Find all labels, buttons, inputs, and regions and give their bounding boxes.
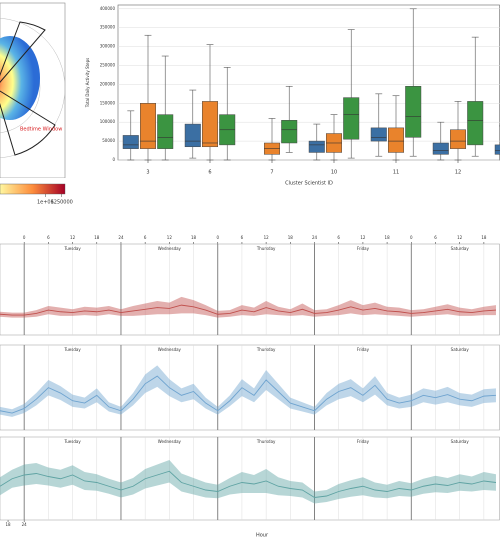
x-tick-label: 6 xyxy=(144,235,147,240)
box xyxy=(308,140,325,153)
polar-annotation: Bedtime Window xyxy=(20,127,62,133)
box xyxy=(281,120,298,144)
x-tick-label: 3 xyxy=(146,170,149,176)
plot-frame xyxy=(117,4,500,161)
day-label: Saturday xyxy=(451,347,470,352)
polar-sector xyxy=(0,21,46,83)
box xyxy=(370,127,387,142)
day-label: Tuesday xyxy=(63,439,81,444)
x-tick-label: 11 xyxy=(393,170,399,176)
box-plot-area xyxy=(118,8,500,161)
polar-sector xyxy=(0,90,56,156)
mean-line xyxy=(0,304,496,316)
day-label: Friday xyxy=(357,246,370,251)
panel-frame xyxy=(0,436,500,521)
box xyxy=(388,127,404,153)
box xyxy=(122,135,139,149)
x-tick-label: 6 xyxy=(208,170,211,176)
box xyxy=(343,97,360,140)
colorbar xyxy=(0,183,66,195)
colorbar-tick-label: 1e+06 xyxy=(37,200,54,206)
y-tick-label: 200000 xyxy=(100,81,116,86)
day-label: Thursday xyxy=(256,439,276,444)
x-tick-label: 24 xyxy=(118,235,124,240)
y-axis-label: Total Daily Activity Steps xyxy=(85,58,90,108)
x-tick-label: 0 xyxy=(410,235,413,240)
box xyxy=(467,101,484,146)
x-tick-label: 18 xyxy=(288,235,294,240)
x-tick-label: 10 xyxy=(331,170,337,176)
y-tick-label: 50000 xyxy=(102,138,115,143)
box xyxy=(432,142,449,155)
y-tick-label: 150000 xyxy=(100,100,116,105)
box xyxy=(184,123,201,148)
y-tick-label: 250000 xyxy=(100,62,116,67)
y-tick-label: 400000 xyxy=(100,6,116,11)
x-tick-label: 6 xyxy=(434,235,437,240)
x-tick-label: 24 xyxy=(312,235,318,240)
x-tick-label: 0 xyxy=(216,235,219,240)
polar-heat xyxy=(0,36,40,120)
x-tick-label: 7 xyxy=(270,170,273,176)
day-label: Tuesday xyxy=(63,347,81,352)
day-label: Saturday xyxy=(451,439,470,444)
polar-ring xyxy=(0,17,66,159)
x-tick-label: 6 xyxy=(241,235,244,240)
day-label: Thursday xyxy=(256,246,276,251)
polar-panel xyxy=(0,2,66,178)
day-label: Tuesday xyxy=(63,246,81,251)
panel-frame xyxy=(0,243,500,336)
x-tick-label: 12 xyxy=(264,235,270,240)
x-tick-label: 12 xyxy=(455,170,461,176)
x-tick-label: 12 xyxy=(167,235,173,240)
day-label: Thursday xyxy=(256,347,276,352)
box xyxy=(450,129,466,149)
y-tick-label: 300000 xyxy=(100,44,116,49)
day-label: Wednesday xyxy=(158,439,182,444)
x-tick-label: 12 xyxy=(70,235,76,240)
x-tick-label: 24 xyxy=(22,522,28,527)
mean-line xyxy=(0,470,497,498)
day-label: Wednesday xyxy=(158,246,182,251)
box xyxy=(494,144,500,155)
x-tick-label: 6 xyxy=(47,235,50,240)
y-tick-label: 350000 xyxy=(100,25,116,30)
x-tick-label: 0 xyxy=(23,235,26,240)
box xyxy=(202,101,218,148)
x-tick-label: 18 xyxy=(94,235,100,240)
day-label: Friday xyxy=(357,347,370,352)
box xyxy=(405,86,422,138)
y-tick-label: 100000 xyxy=(100,119,116,124)
panel-frame xyxy=(0,344,500,431)
mean-line xyxy=(0,375,496,414)
x-tick-label: 18 xyxy=(385,235,391,240)
day-label: Friday xyxy=(357,439,370,444)
x-tick-label: 12 xyxy=(457,235,463,240)
x-tick-label: 12 xyxy=(360,235,366,240)
day-label: Saturday xyxy=(451,246,470,251)
day-label: Wednesday xyxy=(158,347,182,352)
x-tick-label: 18 xyxy=(191,235,197,240)
confidence-band xyxy=(0,460,496,504)
colorbar-tick-label: 1250000 xyxy=(51,200,73,206)
x-tick-label: 6 xyxy=(337,235,340,240)
box xyxy=(140,103,156,149)
y-tick-label: 0 xyxy=(112,157,115,162)
x-tick-label: 18 xyxy=(6,522,12,527)
x-axis-label: Hour xyxy=(256,533,269,539)
x-axis-label: Cluster Scientist ID xyxy=(285,181,333,187)
x-tick-label: 18 xyxy=(481,235,487,240)
polar-ring xyxy=(0,43,41,133)
box xyxy=(157,114,174,149)
